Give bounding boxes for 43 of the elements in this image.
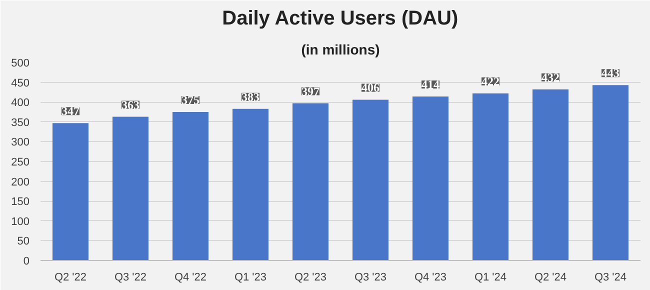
y-tick-label: 350	[11, 116, 30, 129]
x-tick-label: Q1 '23	[234, 272, 267, 284]
y-tick-label: 400	[11, 97, 30, 110]
data-label: 363	[122, 98, 140, 112]
y-tick-label: 450	[11, 77, 30, 90]
data-label: 375	[182, 93, 200, 107]
x-tick-label: Q3 '23	[354, 272, 387, 284]
x-tick-label: Q3 '24	[594, 272, 627, 284]
data-label: 422	[482, 74, 500, 88]
data-label: 383	[242, 90, 260, 104]
data-label: 406	[362, 80, 380, 95]
x-tick-label: Q3 '22	[114, 272, 147, 284]
x-tick-label: Q2 '22	[54, 272, 87, 284]
chart-subtitle: (in millions)	[301, 42, 380, 58]
bar	[532, 89, 568, 260]
y-tick-label: 300	[11, 136, 30, 149]
bar	[292, 103, 328, 260]
y-tick-label: 150	[11, 196, 30, 208]
data-label: 347	[62, 104, 80, 118]
x-tick-label: Q2 '23	[294, 272, 327, 284]
y-tick-label: 0	[23, 256, 30, 268]
bar	[412, 96, 448, 260]
data-label: 414	[422, 78, 440, 92]
bar	[52, 123, 88, 260]
y-tick-label: 500	[11, 58, 30, 70]
data-label: 443	[602, 66, 620, 80]
bar	[112, 116, 148, 260]
x-tick-label: Q4 '23	[414, 272, 447, 284]
x-tick-label: Q2 '24	[534, 272, 567, 284]
x-tick-label: Q1 '24	[474, 272, 507, 284]
chart-title: Daily Active Users (DAU)	[222, 8, 458, 30]
y-tick-label: 250	[11, 156, 30, 168]
data-label: 397	[302, 84, 320, 98]
y-tick-label: 100	[11, 216, 30, 228]
x-tick-label: Q4 '22	[174, 272, 207, 284]
bar	[352, 100, 388, 260]
y-tick-label: 50	[17, 236, 30, 248]
y-tick-label: 200	[11, 176, 30, 188]
bar	[232, 108, 268, 260]
data-label: 432	[542, 70, 560, 84]
bar	[592, 85, 628, 260]
bar	[172, 112, 208, 260]
bar	[472, 93, 508, 260]
